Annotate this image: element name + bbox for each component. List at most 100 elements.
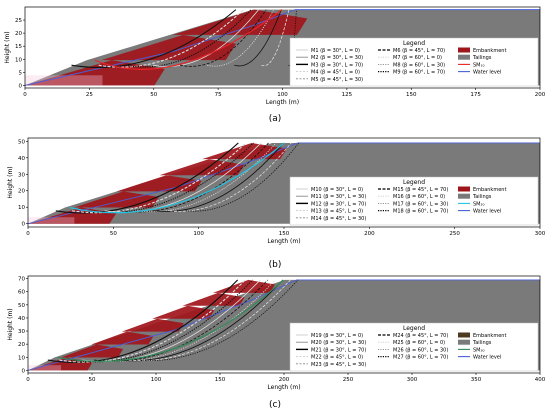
y-tick-label: 0	[19, 83, 23, 89]
chart-panel-2: 0 50 100 150 200 250 300 0 10 20 30 40 50 Length (m) H…	[7, 137, 546, 245]
sm-slip-surface	[57, 279, 284, 363]
y-tick-label: 50	[18, 303, 25, 309]
water-level-line	[28, 279, 540, 371]
x-tick-label: 200	[279, 377, 290, 383]
x-tick-label: 75	[215, 92, 222, 98]
legend-entry: M3 (β = 30°, L = 70)	[311, 62, 363, 68]
x-tick-label: 150	[406, 92, 417, 98]
x-tick-label: 250	[449, 231, 460, 237]
y-tick-label: 70	[18, 277, 25, 283]
legend-entry: M24 (β = 45°, L = 70)	[393, 333, 448, 339]
y-axis-label: Height (m)	[7, 308, 14, 340]
y-tick-label: 30	[18, 172, 25, 178]
legend-entry: SM₃₀	[473, 347, 485, 353]
legend-entry: M15 (β = 45°, L = 70)	[393, 187, 448, 193]
x-tick-label: 100	[193, 231, 204, 237]
legend-entry: M2 (β = 30°, L = 30)	[311, 55, 363, 61]
legend-swatch	[458, 186, 470, 192]
legend-entry: Water level	[473, 70, 501, 76]
y-tick-label: 10	[18, 205, 25, 211]
legend-swatch	[458, 332, 470, 338]
slip-surface	[117, 279, 284, 362]
y-tick-label: 10	[18, 355, 25, 361]
y-tick-label: 5	[19, 70, 23, 76]
toe-shading	[25, 75, 103, 86]
y-tick-label: 40	[18, 156, 25, 162]
legend-entry: M12 (β = 30°, L = 70)	[311, 201, 366, 207]
legend-swatch	[458, 47, 470, 53]
slip-surface	[71, 9, 237, 68]
legend-entry: M22 (β = 45°, L = 0)	[311, 355, 363, 361]
legend-entry: Embankment	[473, 333, 506, 339]
slip-surface	[140, 279, 299, 361]
water-level-line	[25, 9, 540, 86]
slip-surface	[185, 142, 300, 212]
slip-surface	[153, 142, 284, 212]
x-tick-label: 100	[277, 92, 288, 98]
sm-slip-surface	[94, 9, 283, 70]
embankment-raise	[74, 191, 159, 208]
x-tick-label: 175	[470, 92, 481, 98]
legend-entry: M25 (β = 60°, L = 0)	[393, 340, 445, 346]
x-tick-label: 300	[535, 231, 546, 237]
y-axis-label: Height (m)	[7, 166, 14, 198]
legend-entry: M20 (β = 30°, L = 30)	[311, 340, 366, 346]
slip-surface	[169, 142, 292, 212]
legend-entry: Embankment	[473, 187, 506, 193]
chart-panel-3: 0 50 100 150 200 250 300 350 400 0 10 20 30 40 50 60 70 L…	[7, 275, 546, 391]
legend-entry: M8 (β = 60°, L = 30)	[393, 62, 445, 68]
x-tick-label: 50	[110, 231, 117, 237]
legend: Legend M10 (β = 30°, L = 0)M11 (β = 30°, …	[289, 176, 539, 226]
legend-entry: M19 (β = 30°, L = 0)	[311, 333, 363, 339]
legend-box	[289, 176, 539, 226]
legend-swatch	[458, 54, 470, 60]
panel-label: (a)	[269, 114, 282, 124]
y-tick-label: 0	[22, 368, 26, 374]
legend-box	[289, 37, 539, 87]
x-tick-label: 200	[364, 231, 375, 237]
slip-surface	[125, 9, 252, 68]
legend-entry: Water level	[473, 209, 501, 215]
legend-entry: M5 (β = 45°, L = 30)	[311, 77, 363, 83]
x-tick-label: 400	[535, 377, 546, 383]
legend-entry: Embankment	[473, 48, 506, 54]
toe-shading	[28, 217, 75, 224]
y-tick-label: 25	[15, 18, 22, 24]
chart-panel-1: 0 25 50 75 100 125 150 175 200 0 5 10 15 20 25 Length (…	[4, 6, 546, 106]
legend-box	[289, 322, 539, 372]
x-tick-label: 0	[26, 231, 30, 237]
y-tick-label: 40	[18, 316, 25, 322]
toe-shading	[28, 365, 62, 371]
x-tick-label: 300	[407, 377, 418, 383]
x-tick-label: 125	[342, 92, 353, 98]
y-tick-label: 20	[18, 189, 25, 195]
y-tick-label: 15	[15, 44, 22, 50]
x-tick-label: 50	[89, 377, 96, 383]
legend-entry: Tailings	[472, 194, 492, 200]
legend: Legend M19 (β = 30°, L = 0)M20 (β = 30°, …	[289, 322, 539, 372]
slip-surface	[105, 279, 276, 362]
legend: Legend M1 (β = 30°, L = 0)M2 (β = 30°, L …	[289, 37, 539, 87]
water-level-line	[28, 142, 540, 225]
x-axis-label: Length (m)	[266, 99, 299, 106]
y-tick-label: 60	[18, 290, 25, 296]
slip-surface	[47, 279, 239, 363]
embankment-raise	[25, 60, 165, 86]
legend-entry: M27 (β = 60°, L = 70)	[393, 355, 448, 361]
legend-swatch	[458, 339, 470, 345]
legend-entry: M9 (β = 60°, L = 70)	[393, 70, 445, 76]
legend-entry: M1 (β = 30°, L = 0)	[311, 48, 360, 54]
embankment-raise	[116, 175, 202, 192]
legend-swatch	[458, 193, 470, 199]
x-tick-label: 250	[343, 377, 354, 383]
slip-surface	[93, 279, 269, 362]
x-tick-label: 350	[471, 377, 482, 383]
slip-surface	[120, 142, 269, 213]
legend-entry: M14 (β = 45°, L = 30)	[311, 216, 366, 222]
x-tick-label: 150	[279, 231, 290, 237]
y-tick-label: 0	[22, 222, 26, 228]
legend-entry: M26 (β = 60°, L = 30)	[393, 347, 448, 353]
sm-slip-surface	[69, 142, 285, 214]
legend-entry: SM₁₀	[473, 62, 485, 68]
x-tick-label: 25	[86, 92, 93, 98]
